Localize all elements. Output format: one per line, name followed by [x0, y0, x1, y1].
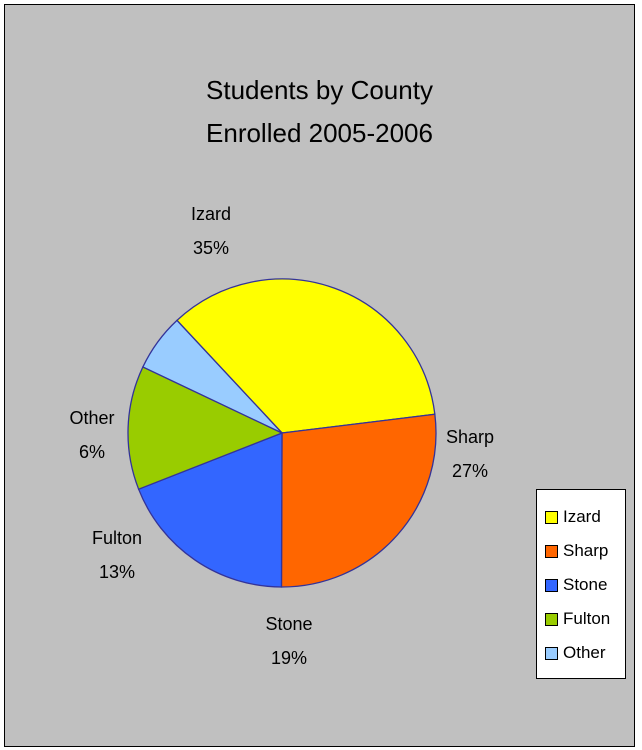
legend-item-sharp: Sharp [537, 534, 625, 568]
slice-label-name-stone: Stone [265, 614, 312, 634]
slice-label-percent-izard: 35% [193, 238, 229, 258]
pie-slice-fulton [127, 366, 284, 491]
legend-item-stone: Stone [537, 568, 625, 602]
legend-swatch-sharp [545, 544, 558, 558]
slice-label-percent-fulton: 13% [99, 562, 135, 582]
chart-title-line-2: Enrolled 2005-2006 [206, 118, 433, 148]
slice-label-percent-stone: 19% [271, 648, 307, 668]
legend-label-sharp: Sharp [563, 541, 609, 560]
legend-label-other: Other [563, 643, 606, 662]
legend-item-fulton: Fulton [537, 602, 625, 636]
legend-item-izard: Izard [537, 500, 625, 534]
slice-label-name-fulton: Fulton [92, 528, 142, 548]
legend-swatch-stone [545, 578, 558, 592]
legend-label-izard: Izard [563, 507, 601, 526]
slice-label-percent-sharp: 27% [452, 461, 488, 481]
legend: Izard Sharp Stone Fulton Other [536, 489, 626, 679]
pie-slice-sharp [280, 413, 437, 588]
pie-chart: Izard 35% Sharp 27% Stone 19% Fulton 13% Other 6% [69, 204, 494, 668]
legend-swatch-izard [545, 510, 558, 524]
legend-swatch-fulton [545, 612, 558, 626]
legend-label-fulton: Fulton [563, 609, 611, 628]
legend-label-stone: Stone [563, 575, 608, 594]
pie-slice-other [142, 319, 283, 434]
pie-slice-stone [137, 432, 283, 588]
legend-item-other: Other [537, 636, 625, 670]
slice-label-name-other: Other [69, 408, 114, 428]
chart-title-line-1: Students by County [206, 75, 433, 105]
legend-swatch-other [545, 646, 558, 660]
slice-label-name-izard: Izard [191, 204, 231, 224]
slice-label-percent-other: 6% [79, 442, 105, 462]
chart-area: Students by County Enrolled 2005-2006 Iz… [4, 4, 635, 747]
pie-slice-izard [176, 278, 436, 434]
slice-label-name-sharp: Sharp [446, 427, 494, 447]
